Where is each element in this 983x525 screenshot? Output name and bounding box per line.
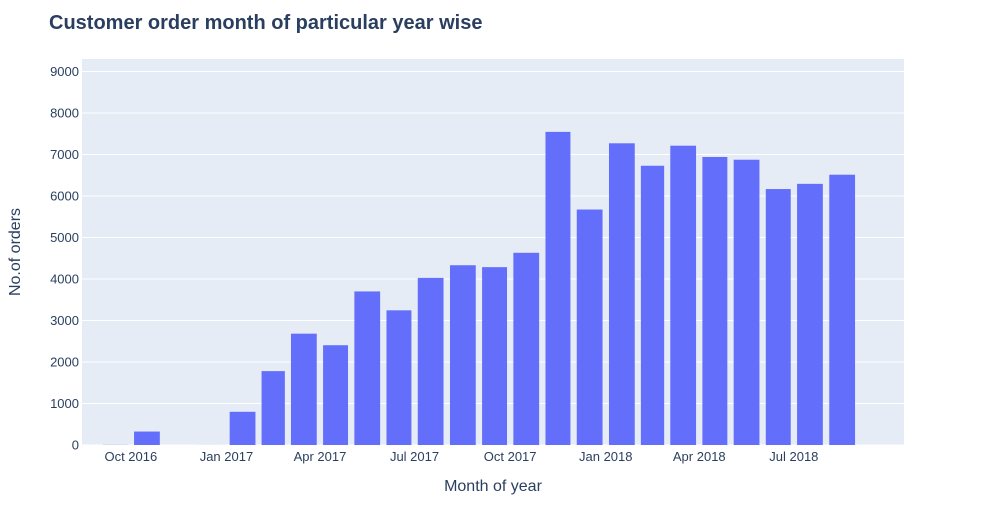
y-tick-label: 1000 (50, 396, 79, 411)
bar-2018-04 (702, 156, 728, 446)
y-tick-label: 9000 (50, 64, 79, 79)
x-tick-label: Apr 2017 (294, 449, 347, 464)
y-tick-label: 6000 (50, 188, 79, 203)
y-tick-label: 5000 (50, 230, 79, 245)
x-axis-label: Month of year (444, 478, 543, 495)
x-axis-ticks: Oct 2016 Jan 2017 Apr 2017 Jul 2017 Oct 2017… (104, 449, 818, 464)
y-tick-label: 2000 (50, 354, 79, 369)
bar-2018-06 (765, 189, 791, 445)
x-tick-label: Jul 2018 (769, 449, 818, 464)
bar-2018-05 (733, 159, 760, 446)
bar-2017-05 (354, 291, 381, 445)
y-tick-label: 3000 (50, 313, 79, 328)
y-axis-ticks: 0 1000 2000 3000 4000 5000 6000 7000 8000 9000 (50, 64, 79, 453)
bar-2017-09 (482, 267, 508, 445)
bar-2018-03 (670, 145, 697, 445)
bar-2017-06 (386, 310, 412, 445)
bar-2017-08 (449, 265, 476, 445)
bar-series (102, 131, 856, 446)
bar-2017-12 (576, 209, 603, 445)
bar-2018-01 (608, 143, 635, 446)
x-tick-label: Jul 2017 (390, 449, 439, 464)
y-tick-label: 4000 (50, 271, 79, 286)
bar-2017-10 (513, 252, 540, 445)
bar-2017-01 (229, 411, 256, 445)
y-axis-label: No.of orders (7, 208, 24, 296)
bar-2018-02 (640, 165, 665, 445)
bar-2017-02 (261, 371, 285, 445)
bar-2017-07 (417, 277, 444, 445)
y-tick-label: 7000 (50, 147, 79, 162)
y-tick-label: 8000 (50, 105, 79, 120)
x-tick-label: Oct 2017 (484, 449, 537, 464)
x-tick-label: Jan 2017 (200, 449, 254, 464)
bar-2016-10 (134, 431, 160, 445)
x-tick-label: Oct 2016 (104, 449, 157, 464)
bar-2017-03 (290, 333, 317, 445)
chart-title: Customer order month of particular year … (49, 12, 482, 34)
bar-2017-04 (323, 345, 349, 445)
x-tick-label: Apr 2018 (673, 449, 726, 464)
y-tick-label: 0 (72, 438, 79, 453)
bar-2017-11 (545, 131, 571, 445)
bar-2018-08 (829, 174, 856, 445)
bar-2018-07 (797, 183, 823, 445)
x-tick-label: Jan 2018 (579, 449, 633, 464)
